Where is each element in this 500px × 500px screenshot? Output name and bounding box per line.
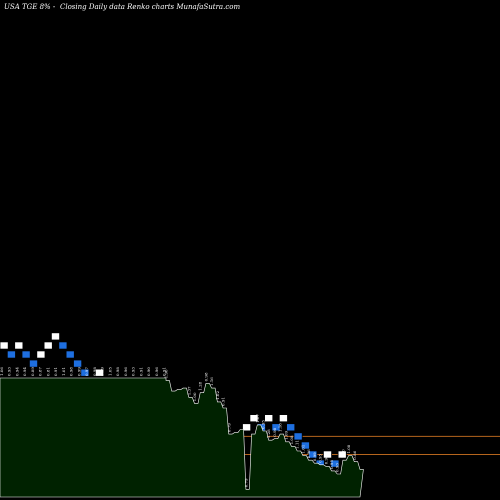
renko-brick — [249, 414, 259, 423]
volume-label: 0.94 — [15, 367, 20, 376]
renko-brick — [330, 459, 340, 468]
renko-brick — [6, 350, 16, 359]
renko-brick — [73, 359, 83, 368]
renko-brick — [286, 423, 296, 432]
volume-label: 0.95 — [318, 453, 323, 462]
volume-label: 0.98 — [69, 367, 74, 376]
volume-label: 0.87 — [38, 367, 43, 376]
volume-label: 0.96 — [323, 455, 328, 464]
volume-label: 0.99 — [77, 367, 82, 376]
volume-label: 0.97 — [84, 367, 89, 376]
renko-brick — [43, 341, 53, 350]
volume-label: 1.90 — [164, 369, 169, 378]
renko-brick — [65, 350, 75, 359]
volume-label: 1.09 — [283, 430, 288, 439]
renko-brick — [80, 368, 90, 377]
volume-label: 0.89 — [30, 367, 35, 376]
volume-label: 0.99 — [312, 452, 317, 461]
renko-brick — [271, 423, 281, 432]
renko-brick — [51, 332, 61, 341]
volume-label: 1.28 — [198, 381, 203, 390]
volume-label: 0.93 — [131, 367, 136, 376]
chart-title: USA TGE 8% - — [4, 3, 56, 11]
volume-label: 0.81 — [46, 367, 51, 376]
volume-label: 1.06 — [0, 367, 4, 376]
volume-label: 0.90 — [146, 367, 151, 376]
renko-brick — [293, 432, 303, 441]
volume-label: 1.01 — [300, 445, 305, 454]
volume-label: 1.01 — [61, 367, 66, 376]
volume-label: 0.96 — [123, 367, 128, 376]
volume-label: 0.98 — [92, 367, 97, 376]
volume-label: 1.05 — [108, 367, 113, 376]
renko-brick — [95, 368, 105, 377]
renko-brick — [0, 341, 9, 350]
volume-label: 1.28 — [266, 429, 271, 438]
volume-label: 0.79 — [226, 423, 231, 432]
renko-brick — [36, 350, 46, 359]
volume-label: 0.96 — [306, 449, 311, 458]
volume-label: 0.86 — [352, 450, 357, 459]
chart-subtitle: Closing Daily data Renko charts MunafaSu… — [60, 3, 240, 11]
renko-brick — [58, 341, 68, 350]
volume-label: 1.08 — [289, 435, 294, 444]
volume-label: 0.96 — [154, 367, 159, 376]
volume-label: 1.00 — [192, 392, 197, 401]
renko-brick — [278, 414, 288, 423]
volume-label: 0.98 — [272, 427, 277, 436]
volume-label: 0.98 — [203, 372, 208, 381]
volume-label: 1.08 — [346, 444, 351, 453]
volume-panel: 1.06 0.93 0.94 0.94 0.89 0.87 0.81 0.91 1.01 0.98… — [0, 367, 364, 498]
renko-brick — [14, 341, 24, 350]
volume-label: 0.91 — [53, 367, 58, 376]
volume-label: 1.16 — [278, 423, 283, 432]
volume-label: 0.95 — [329, 460, 334, 469]
volume-label: 1.00 — [340, 449, 345, 458]
renko-brick — [337, 450, 347, 459]
renko-brick — [21, 350, 31, 359]
volume-label: 1.02 — [215, 391, 220, 400]
renko-brick — [322, 450, 332, 459]
volume-label: 0.99 — [100, 367, 105, 376]
renko-brick — [300, 441, 310, 450]
volume-label: 1.16 — [209, 377, 214, 386]
renko-brick — [28, 359, 38, 368]
volume-label: 0.93 — [7, 367, 12, 376]
volume-area — [0, 377, 364, 498]
volume-label: 1.37 — [186, 386, 191, 395]
volume-label: 0.95 — [261, 420, 266, 429]
volume-label: 1.07 — [255, 414, 260, 423]
renko-brick — [264, 414, 274, 423]
volume-label: 0.79 — [243, 478, 248, 487]
volume-label: 0.93 — [335, 463, 340, 472]
volume-label: 0.91 — [138, 367, 143, 376]
volume-label: 0.91 — [162, 367, 167, 376]
volume-label: 0.98 — [115, 367, 120, 376]
volume-label: 0.94 — [22, 367, 27, 376]
renko-brick — [308, 450, 318, 459]
volume-label: 0.91 — [221, 397, 226, 406]
renko-brick — [242, 423, 252, 432]
volume-label: 1.11 — [295, 440, 300, 449]
